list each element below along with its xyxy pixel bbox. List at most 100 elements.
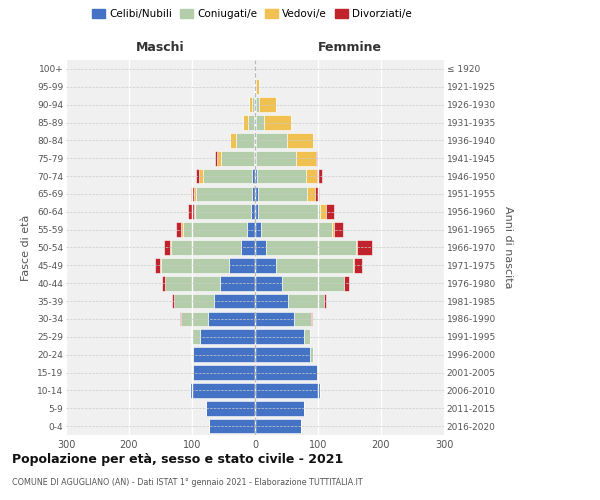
Bar (259, 98, 277, 112)
Bar (276, 258, 353, 272)
Bar (229, 258, 255, 272)
Y-axis label: Fasce di età: Fasce di età (22, 214, 31, 280)
Bar (164, 240, 170, 255)
Bar (255, 151, 256, 166)
Bar (255, 419, 301, 434)
Bar (256, 80, 259, 94)
Bar (257, 168, 306, 184)
Bar (192, 365, 193, 380)
Bar (217, 151, 221, 166)
Y-axis label: Anni di nascita: Anni di nascita (503, 206, 512, 289)
Bar (353, 258, 354, 272)
Bar (249, 98, 252, 112)
Bar (255, 276, 282, 290)
Bar (194, 204, 195, 219)
Bar (255, 168, 257, 184)
Bar (265, 115, 291, 130)
Bar (255, 365, 317, 380)
Bar (196, 168, 199, 184)
Bar (294, 312, 311, 326)
Bar (160, 258, 161, 272)
Bar (163, 276, 165, 290)
Text: Popolazione per età, sesso e stato civile - 2021: Popolazione per età, sesso e stato civil… (12, 452, 343, 466)
Bar (214, 294, 255, 308)
Bar (200, 330, 255, 344)
Bar (181, 222, 182, 237)
Bar (255, 383, 320, 398)
Bar (191, 186, 194, 201)
Bar (208, 312, 255, 326)
Bar (191, 330, 200, 344)
Bar (155, 258, 160, 272)
Bar (282, 276, 344, 290)
Bar (315, 186, 319, 201)
Bar (257, 186, 307, 201)
Bar (188, 204, 194, 219)
Bar (252, 186, 255, 201)
Bar (165, 276, 220, 290)
Bar (176, 222, 181, 237)
Bar (195, 204, 251, 219)
Bar (332, 222, 334, 237)
Bar (323, 294, 326, 308)
Bar (196, 186, 252, 201)
Bar (215, 151, 217, 166)
Bar (170, 240, 241, 255)
Bar (243, 115, 248, 130)
Bar (241, 240, 255, 255)
Bar (258, 204, 320, 219)
Text: COMUNE DI AGUGLIANO (AN) - Dati ISTAT 1° gennaio 2021 - Elaborazione TUTTITALIA.: COMUNE DI AGUGLIANO (AN) - Dati ISTAT 1°… (12, 478, 362, 487)
Bar (288, 294, 323, 308)
Bar (255, 222, 262, 237)
Bar (194, 186, 196, 201)
Bar (209, 419, 255, 434)
Bar (310, 348, 313, 362)
Bar (254, 115, 255, 130)
Bar (175, 294, 214, 308)
Bar (256, 133, 287, 148)
Bar (252, 98, 254, 112)
Bar (255, 133, 256, 148)
Bar (220, 276, 255, 290)
Bar (316, 151, 317, 166)
Bar (193, 365, 255, 380)
Bar (344, 276, 349, 290)
Bar (180, 312, 181, 326)
Bar (248, 115, 254, 130)
Bar (255, 98, 256, 112)
Bar (255, 115, 256, 130)
Bar (266, 240, 356, 255)
Bar (161, 258, 229, 272)
Bar (255, 80, 256, 94)
Bar (307, 186, 315, 201)
Bar (255, 204, 258, 219)
Bar (256, 151, 296, 166)
Bar (255, 258, 276, 272)
Bar (191, 348, 193, 362)
Bar (306, 168, 317, 184)
Bar (172, 294, 175, 308)
Bar (253, 168, 255, 184)
Bar (221, 151, 254, 166)
Bar (256, 115, 265, 130)
Bar (262, 222, 332, 237)
Bar (190, 383, 255, 398)
Bar (320, 204, 326, 219)
Text: Femmine: Femmine (317, 40, 382, 54)
Bar (203, 168, 253, 184)
Bar (206, 401, 255, 415)
Bar (255, 401, 304, 415)
Bar (256, 98, 259, 112)
Bar (311, 312, 313, 326)
Bar (199, 168, 203, 184)
Legend: Celibi/Nubili, Coniugati/e, Vedovi/e, Divorziati/e: Celibi/Nubili, Coniugati/e, Vedovi/e, Di… (88, 5, 416, 24)
Bar (181, 312, 208, 326)
Bar (334, 222, 343, 237)
Bar (230, 133, 236, 148)
Bar (296, 151, 316, 166)
Bar (236, 133, 254, 148)
Bar (255, 330, 304, 344)
Bar (357, 240, 371, 255)
Bar (255, 240, 266, 255)
Bar (255, 294, 288, 308)
